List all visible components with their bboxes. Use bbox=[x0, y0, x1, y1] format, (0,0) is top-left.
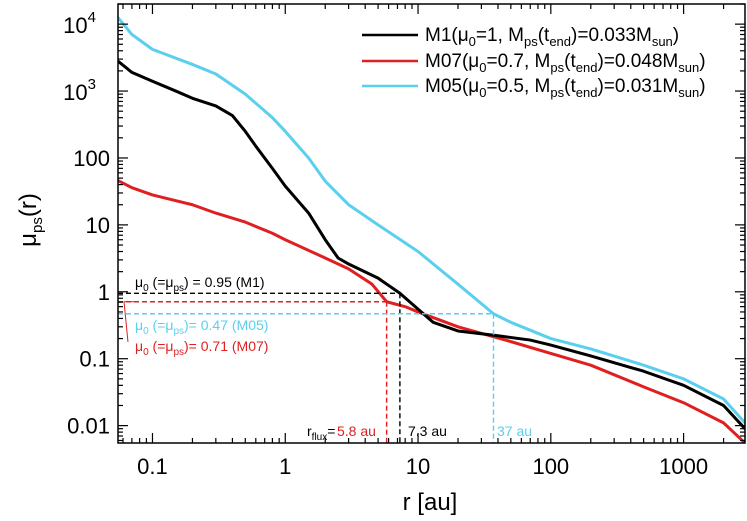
legend-text-part: ) bbox=[699, 51, 705, 72]
plot-frame bbox=[117, 3, 746, 444]
legend-text-sub: end bbox=[549, 34, 571, 49]
mu0-label-part: μ bbox=[135, 338, 143, 354]
legend-text-sub: ps bbox=[550, 85, 564, 100]
legend-text-sub: end bbox=[576, 85, 598, 100]
mu0-label-sub: ps bbox=[173, 283, 184, 294]
legend-text-part: =0.5, M bbox=[486, 76, 550, 97]
series-line-M1 bbox=[118, 59, 745, 431]
legend-text-sub: sun bbox=[678, 85, 699, 100]
legend-label-M07: M07(μ0=0.7, Mps(tend)=0.048Msun) bbox=[425, 51, 706, 75]
legend-text-part: )=0.048M bbox=[597, 51, 678, 72]
legend-text-sub: ps bbox=[550, 60, 564, 75]
y-tick-label: 10 bbox=[86, 213, 110, 238]
x-tick-label: 10 bbox=[406, 454, 430, 479]
rflux-label-base: r bbox=[307, 423, 312, 439]
legend-text-part: (t bbox=[538, 25, 550, 46]
legend-text-sub: sun bbox=[678, 60, 699, 75]
legend-text-sub: end bbox=[576, 60, 598, 75]
mu0-label-sub: 0 bbox=[143, 283, 149, 294]
mu0-label-part: )= 0.47 (M05) bbox=[184, 317, 268, 333]
legend-text-sub: 0 bbox=[479, 85, 486, 100]
series-line-M07 bbox=[118, 179, 745, 443]
mu0-label-M05: μ0 (=μps)= 0.47 (M05) bbox=[135, 317, 268, 337]
series-layer bbox=[118, 16, 745, 443]
x-tick-label: 100 bbox=[532, 454, 569, 479]
mu0-label-part: μ bbox=[135, 317, 143, 333]
y-tick-label: 100 bbox=[73, 146, 110, 171]
legend-text-sub: ps bbox=[524, 34, 538, 49]
mu0-label-part: μ bbox=[135, 274, 143, 290]
legend-text-part: =0.7, M bbox=[486, 51, 550, 72]
legend-text-part: (t bbox=[564, 51, 576, 72]
y-tick-label-base: 10 bbox=[63, 80, 87, 105]
x-tick-label: 1000 bbox=[659, 454, 708, 479]
y-tick-label-base: 10 bbox=[63, 13, 87, 38]
mu0-label-part: )= 0.71 (M07) bbox=[184, 338, 268, 354]
y-tick-label-power: 104 bbox=[63, 9, 96, 38]
rflux-value-M05: 37 au bbox=[497, 423, 532, 439]
legend-text-part: =1, M bbox=[476, 25, 524, 46]
legend-text-sub: 0 bbox=[479, 60, 486, 75]
legend-text-part: )=0.033M bbox=[571, 25, 652, 46]
rflux-value-M1: 7.3 au bbox=[408, 423, 447, 439]
legend-text-part: M07(μ bbox=[425, 51, 479, 72]
y-tick-label-exponent: 3 bbox=[88, 76, 96, 93]
legend-text-sub: 0 bbox=[469, 34, 476, 49]
mu0-label-sub: 0 bbox=[143, 326, 149, 337]
y-tick-label: 0.01 bbox=[67, 414, 110, 439]
y-tick-label-exponent: 4 bbox=[88, 9, 96, 26]
y-tick-label: 1 bbox=[98, 280, 110, 305]
mu0-label-part: (=μ bbox=[149, 317, 174, 333]
axis-ticks bbox=[118, 3, 745, 443]
rflux-value-M07: 5.8 au bbox=[337, 423, 376, 439]
mu0-label-sub: 0 bbox=[143, 347, 149, 358]
mu0-label-sub: ps bbox=[173, 347, 184, 358]
rflux-label: rflux= bbox=[307, 423, 335, 443]
legend-text-part: )=0.031M bbox=[597, 76, 678, 97]
legend-text-part: (t bbox=[564, 76, 576, 97]
x-tick-label: 1 bbox=[279, 454, 291, 479]
legend-label-M1: M1(μ0=1, Mps(tend)=0.033Msun) bbox=[425, 25, 679, 49]
legend: M1(μ0=1, Mps(tend)=0.033Msun)M07(μ0=0.7,… bbox=[362, 25, 706, 100]
x-axis-title: r [au] bbox=[403, 489, 458, 516]
legend-text-part: M05(μ bbox=[425, 76, 479, 97]
mu0-pointer-M07 bbox=[123, 301, 134, 343]
legend-label-M05: M05(μ0=0.5, Mps(tend)=0.031Msun) bbox=[425, 76, 706, 100]
mu0-label-M07: μ0 (=μps)= 0.71 (M07) bbox=[135, 338, 268, 358]
legend-text-part: M1(μ bbox=[425, 25, 469, 46]
legend-text-part: ) bbox=[699, 76, 705, 97]
mu0-label-M1: μ0 (=μps) = 0.95 (M1) bbox=[135, 274, 265, 294]
y-tick-label: 0.1 bbox=[79, 347, 110, 372]
legend-text-part: ) bbox=[673, 25, 679, 46]
x-tick-label: 0.1 bbox=[137, 454, 168, 479]
mu0-label-part: (=μ bbox=[149, 274, 174, 290]
reference-lines bbox=[118, 292, 495, 443]
mu0-label-sub: ps bbox=[173, 326, 184, 337]
legend-text-sub: sun bbox=[652, 34, 673, 49]
rflux-label-eq: = bbox=[327, 423, 335, 439]
y-tick-label-power: 103 bbox=[63, 76, 96, 105]
annotations: μ0 (=μps) = 0.95 (M1)μ0 (=μps)= 0.71 (M0… bbox=[123, 274, 532, 443]
rflux-label-sub: flux bbox=[312, 432, 328, 443]
series-line-M05 bbox=[118, 16, 745, 425]
mu0-label-part: (=μ bbox=[149, 338, 174, 354]
mu0-label-part: ) = 0.95 (M1) bbox=[184, 274, 265, 290]
y-axis-title: μps(r) bbox=[15, 193, 46, 247]
